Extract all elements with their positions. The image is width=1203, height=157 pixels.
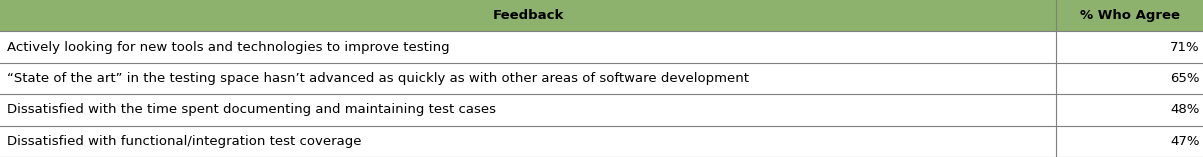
Bar (0, 0, 1203, 31)
Text: “State of the art” in the testing space hasn’t advanced as quickly as with other: “State of the art” in the testing space … (7, 72, 749, 85)
Text: 47%: 47% (1169, 135, 1199, 148)
Text: Dissatisfied with functional/integration test coverage: Dissatisfied with functional/integration… (7, 135, 362, 148)
Bar (0, 63, 1203, 94)
Text: 48%: 48% (1171, 103, 1199, 116)
Text: Actively looking for new tools and technologies to improve testing: Actively looking for new tools and techn… (7, 41, 450, 54)
Bar (0, 94, 1203, 126)
Text: % Who Agree: % Who Agree (1079, 9, 1180, 22)
Text: 71%: 71% (1169, 41, 1199, 54)
Text: Feedback: Feedback (492, 9, 564, 22)
Text: Dissatisfied with the time spent documenting and maintaining test cases: Dissatisfied with the time spent documen… (7, 103, 496, 116)
Text: 65%: 65% (1169, 72, 1199, 85)
Bar (0, 126, 1203, 157)
Bar (0, 31, 1203, 63)
